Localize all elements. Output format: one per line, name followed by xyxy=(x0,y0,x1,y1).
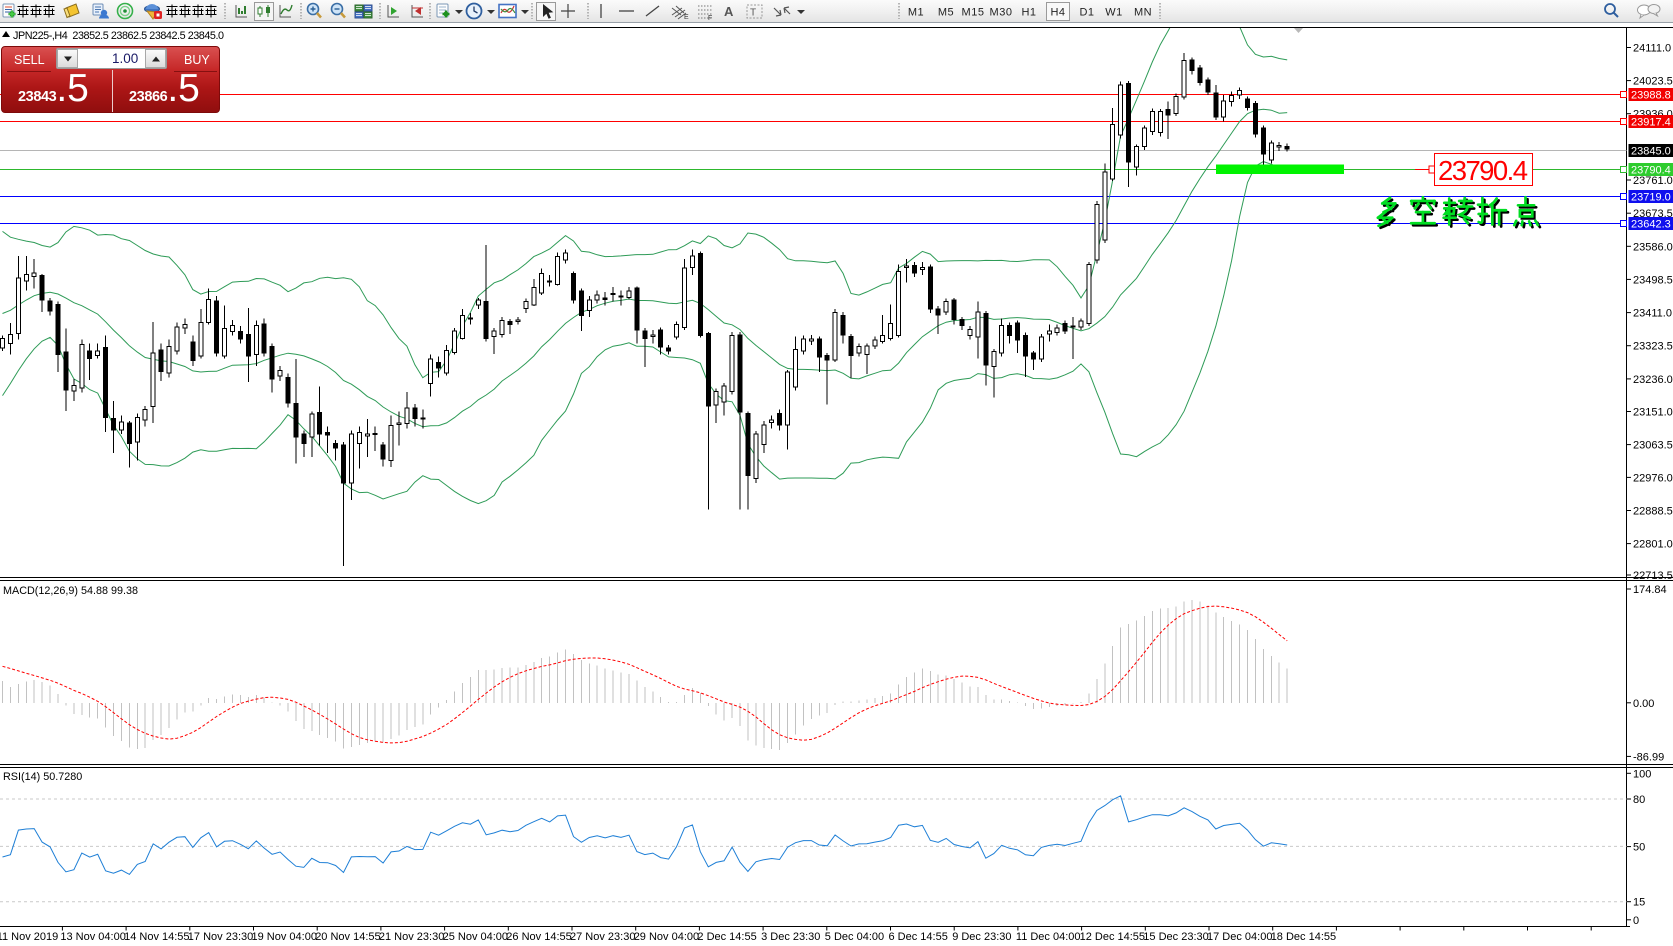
svg-text:27 Nov 23:30: 27 Nov 23:30 xyxy=(570,931,635,943)
svg-text:22888.5: 22888.5 xyxy=(1633,506,1673,518)
svg-text:23845.0: 23845.0 xyxy=(1631,146,1671,158)
svg-text:RSI(14) 50.7280: RSI(14) 50.7280 xyxy=(3,771,82,783)
svg-text:F: F xyxy=(708,15,712,22)
svg-text:2 Dec 14:55: 2 Dec 14:55 xyxy=(697,931,756,943)
svg-text:M30: M30 xyxy=(990,7,1013,19)
svg-text:24111.0: 24111.0 xyxy=(1633,43,1671,55)
svg-text:23719.0: 23719.0 xyxy=(1631,192,1671,204)
svg-text:12 Dec 14:55: 12 Dec 14:55 xyxy=(1080,931,1145,943)
svg-text:15 Dec 23:30: 15 Dec 23:30 xyxy=(1143,931,1208,943)
svg-text:25 Nov 04:00: 25 Nov 04:00 xyxy=(443,931,508,943)
svg-text:22976.0: 22976.0 xyxy=(1633,472,1673,484)
svg-text:23988.8: 23988.8 xyxy=(1631,90,1671,102)
svg-text:23236.0: 23236.0 xyxy=(1633,374,1673,386)
svg-text:23063.5: 23063.5 xyxy=(1633,440,1673,452)
svg-text:M5: M5 xyxy=(938,7,954,19)
svg-text:23498.5: 23498.5 xyxy=(1633,274,1673,286)
svg-text:80: 80 xyxy=(1633,794,1645,806)
svg-text:24023.5: 24023.5 xyxy=(1633,76,1673,88)
svg-text:3 Dec 23:30: 3 Dec 23:30 xyxy=(761,931,820,943)
svg-text:14 Nov 14:55: 14 Nov 14:55 xyxy=(124,931,189,943)
svg-text:0: 0 xyxy=(1633,915,1639,927)
svg-text:18 Dec 14:55: 18 Dec 14:55 xyxy=(1271,931,1336,943)
svg-text:23642.3: 23642.3 xyxy=(1631,219,1671,231)
svg-text:23586.0: 23586.0 xyxy=(1633,241,1673,253)
svg-text:22801.0: 22801.0 xyxy=(1633,539,1673,551)
svg-text:A: A xyxy=(724,4,734,19)
svg-text:T: T xyxy=(750,8,756,19)
svg-text:23761.0: 23761.0 xyxy=(1633,175,1673,187)
svg-text:M1: M1 xyxy=(908,7,924,19)
svg-text:23151.0: 23151.0 xyxy=(1633,407,1673,419)
svg-text:29 Nov 04:00: 29 Nov 04:00 xyxy=(634,931,699,943)
svg-text:-86.99: -86.99 xyxy=(1633,751,1664,763)
svg-text:21 Nov 23:30: 21 Nov 23:30 xyxy=(379,931,444,943)
svg-text:20 Nov 14:55: 20 Nov 14:55 xyxy=(315,931,380,943)
svg-text:174.84: 174.84 xyxy=(1633,584,1667,596)
svg-text:11 Nov 2019: 11 Nov 2019 xyxy=(0,931,58,943)
svg-text:H1: H1 xyxy=(1021,7,1036,19)
svg-text:23790.4: 23790.4 xyxy=(1631,165,1671,177)
svg-text:W1: W1 xyxy=(1105,7,1123,19)
svg-text:0.00: 0.00 xyxy=(1633,698,1654,710)
svg-text:D1: D1 xyxy=(1079,7,1094,19)
svg-text:17 Dec 04:00: 17 Dec 04:00 xyxy=(1207,931,1272,943)
svg-text:15: 15 xyxy=(1633,897,1645,909)
svg-text:13 Nov 04:00: 13 Nov 04:00 xyxy=(60,931,125,943)
svg-text:26 Nov 14:55: 26 Nov 14:55 xyxy=(506,931,571,943)
svg-text:100: 100 xyxy=(1633,768,1651,780)
svg-text:23790.4: 23790.4 xyxy=(1438,155,1528,186)
svg-text:MN: MN xyxy=(1134,7,1152,19)
svg-text:9 Dec 23:30: 9 Dec 23:30 xyxy=(952,931,1011,943)
svg-text:6 Dec 14:55: 6 Dec 14:55 xyxy=(889,931,948,943)
svg-text:H4: H4 xyxy=(1050,7,1065,19)
svg-text:11 Dec 04:00: 11 Dec 04:00 xyxy=(1016,931,1081,943)
svg-text:MACD(12,26,9) 54.88 99.38: MACD(12,26,9) 54.88 99.38 xyxy=(3,585,138,597)
svg-text:19 Nov 04:00: 19 Nov 04:00 xyxy=(252,931,317,943)
svg-text:23917.4: 23917.4 xyxy=(1631,117,1671,129)
svg-text:50: 50 xyxy=(1633,842,1645,854)
svg-text:17 Nov 23:30: 17 Nov 23:30 xyxy=(188,931,253,943)
svg-text:23323.5: 23323.5 xyxy=(1633,341,1673,353)
svg-text:23411.0: 23411.0 xyxy=(1633,308,1672,320)
svg-text:5 Dec 04:00: 5 Dec 04:00 xyxy=(825,931,884,943)
svg-text:E: E xyxy=(684,14,689,21)
svg-text:M15: M15 xyxy=(962,7,985,19)
svg-text:22713.5: 22713.5 xyxy=(1633,570,1673,582)
